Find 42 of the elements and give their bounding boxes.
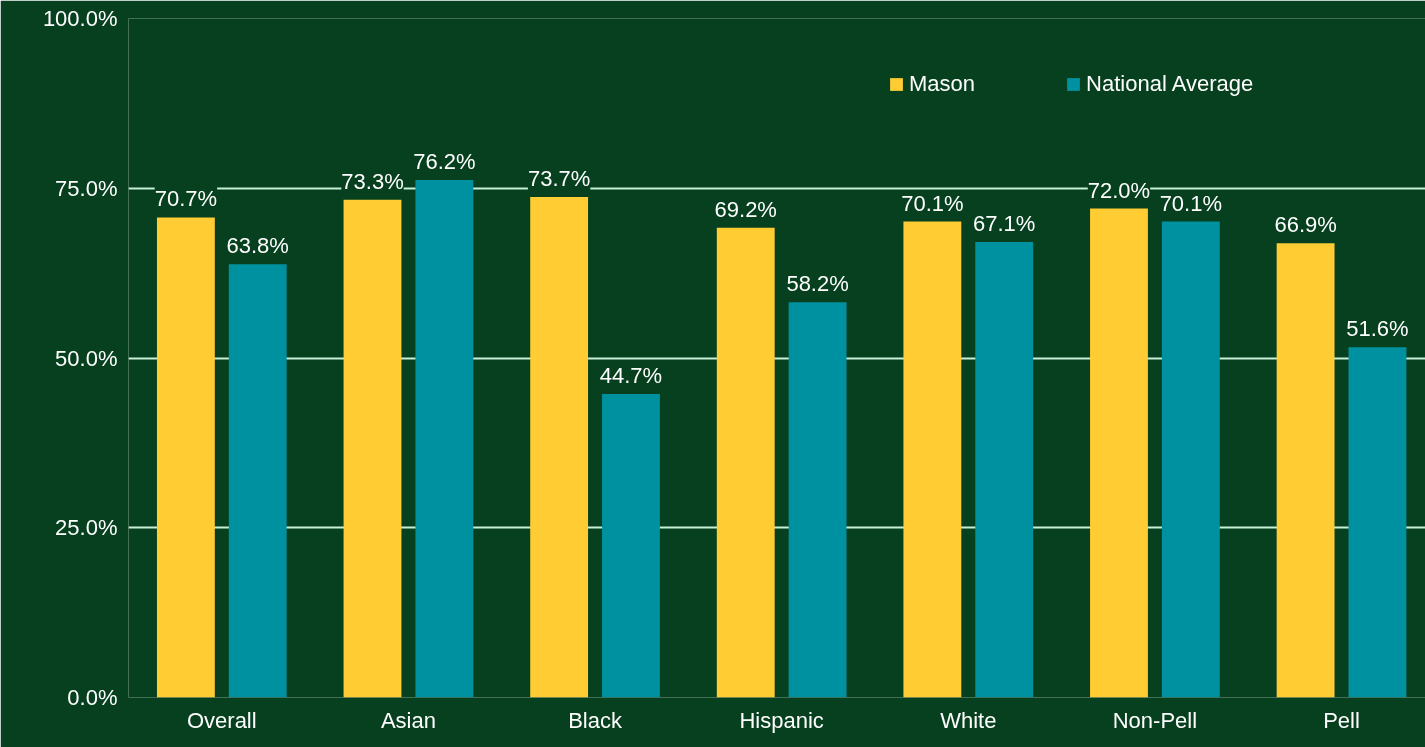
bar <box>903 221 962 698</box>
text: 67.1% <box>973 210 1036 236</box>
bar <box>156 217 215 698</box>
text: 51.6% <box>1346 316 1409 342</box>
x-tick-label: Hispanic <box>739 707 824 733</box>
legend-label: Mason <box>909 71 976 97</box>
bar <box>602 393 660 698</box>
x-tick-label: White <box>940 707 997 733</box>
text: 69.2% <box>714 196 777 222</box>
bar <box>716 227 775 698</box>
text: 73.3% <box>341 168 404 194</box>
bar <box>1090 208 1148 698</box>
text: 70.1% <box>901 190 964 216</box>
x-tick-label: Overall <box>186 707 257 733</box>
legend-label: National Average <box>1086 71 1254 97</box>
x-tick-label: Black <box>568 707 623 733</box>
text: 44.7% <box>599 362 663 388</box>
text: 70.7% <box>154 186 218 212</box>
text: 58.2% <box>786 271 849 297</box>
y-tick-label: 100.0% <box>42 6 118 31</box>
bar <box>343 199 402 698</box>
bar <box>1276 243 1335 698</box>
bar <box>1161 221 1220 698</box>
text: 72.0% <box>1087 177 1151 203</box>
y-tick-label: 0.0% <box>67 685 118 710</box>
bar <box>530 197 589 698</box>
y-tick-label: 50.0% <box>55 345 118 371</box>
x-tick-label: Asian <box>380 707 436 733</box>
bar <box>975 241 1034 698</box>
text: 73.7% <box>527 166 591 192</box>
bar <box>228 264 287 698</box>
bar <box>415 180 474 698</box>
text: 66.9% <box>1274 212 1337 238</box>
y-tick-label: 25.0% <box>55 515 118 541</box>
text: 76.2% <box>413 149 476 175</box>
y-tick-label: 75.0% <box>55 175 118 201</box>
bar <box>788 302 847 698</box>
text: 70.1% <box>1159 190 1223 216</box>
bar <box>1348 347 1407 698</box>
x-tick-label: Non-Pell <box>1112 707 1198 733</box>
text: 63.8% <box>226 233 289 259</box>
x-tick-label: Pell <box>1323 707 1360 733</box>
